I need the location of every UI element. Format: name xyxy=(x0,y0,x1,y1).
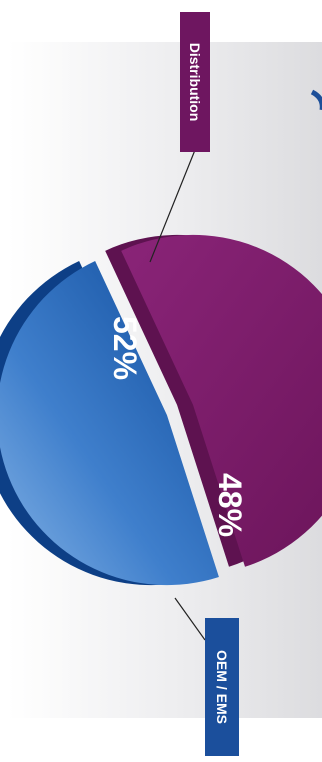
callout-oem-ems-label: OEM / EMS xyxy=(214,650,230,724)
callout-distribution: Distribution xyxy=(180,12,210,152)
slice-value-label-distribution: 52% xyxy=(107,316,143,380)
leader-line-distribution xyxy=(149,149,196,263)
slice-oem-ems xyxy=(0,261,219,586)
pie-layer xyxy=(0,234,322,586)
title-fragment xyxy=(310,89,322,110)
leader-line-oem-ems xyxy=(174,597,206,641)
callout-oem-ems-box xyxy=(205,618,239,756)
slice-distribution xyxy=(121,234,322,567)
slice-value-label-oem-ems: 48% xyxy=(212,473,248,537)
callout-distribution-label: Distribution xyxy=(187,43,203,122)
callout-oem-ems: OEM / EMS xyxy=(205,618,239,756)
callout-distribution-box xyxy=(180,12,210,152)
